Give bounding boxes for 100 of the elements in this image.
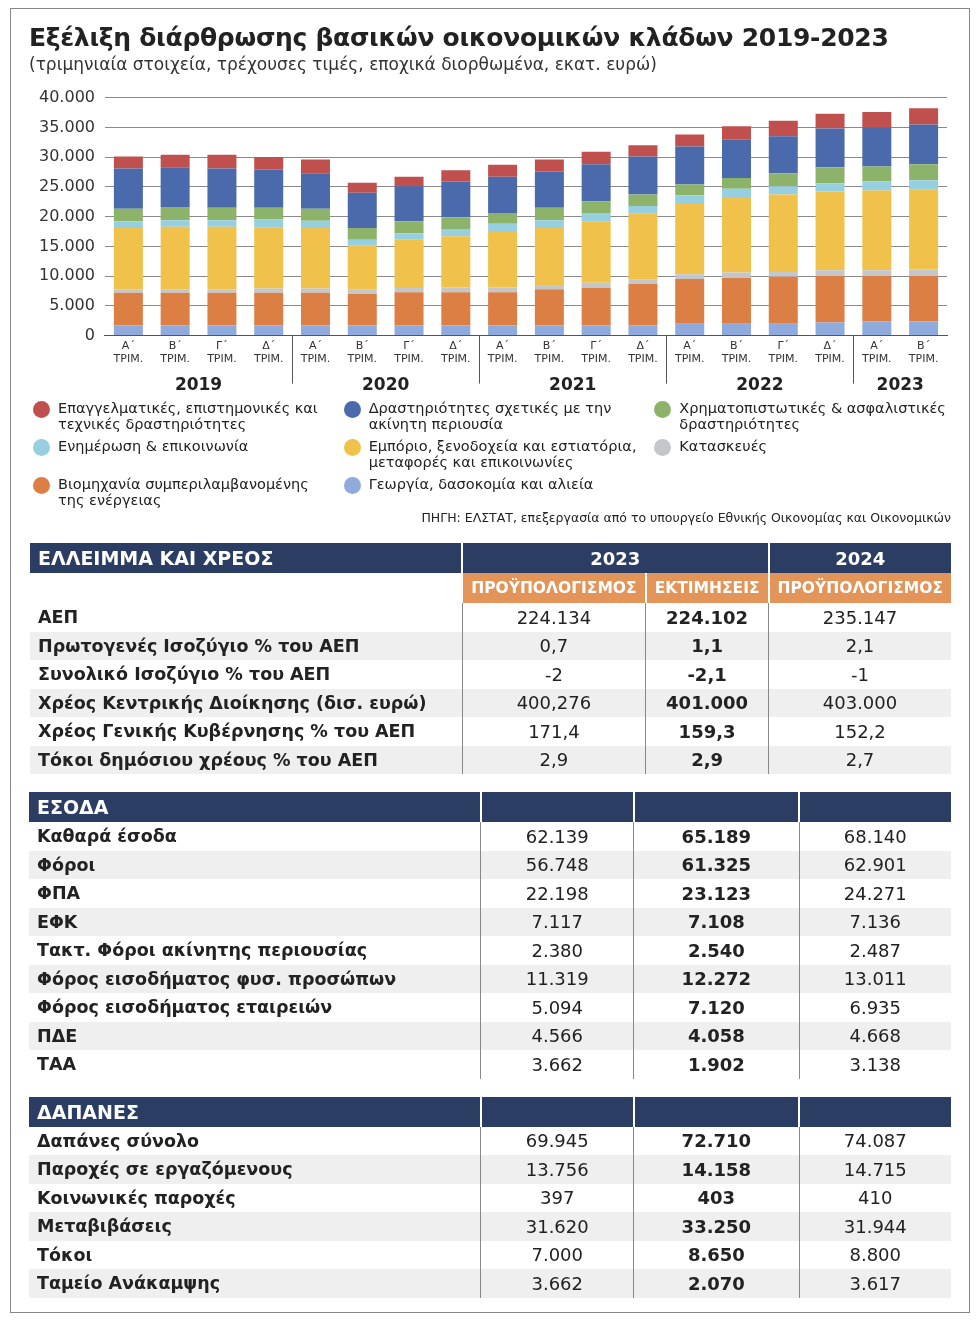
data-label: 397 [480, 1183, 634, 1212]
data-label: 3.662 [480, 1050, 634, 1079]
text: ΠΡΟΫΠΟΛΟΓΙΣΜΟΣ [768, 573, 951, 603]
data-label: 13.011 [799, 964, 951, 993]
data-label: 72.710 [633, 1126, 800, 1155]
bar [581, 325, 611, 336]
data-label: 1,1 [645, 631, 769, 660]
bar [534, 227, 564, 286]
bar [722, 277, 751, 324]
data-label: 159,3 [645, 717, 769, 746]
bar [254, 292, 284, 326]
bar [628, 194, 658, 206]
bar [862, 181, 892, 191]
bar [488, 176, 518, 214]
bar [394, 176, 424, 187]
bar [207, 168, 237, 208]
data-label: 8.650 [633, 1240, 800, 1269]
bar [675, 279, 705, 324]
data-label: 12.272 [633, 964, 800, 993]
bar [488, 325, 518, 336]
bar [581, 164, 611, 202]
bar [768, 194, 798, 272]
data-label: 13.756 [480, 1155, 634, 1184]
y-tick-label: 15.000 [39, 235, 95, 255]
bar [628, 156, 658, 195]
bar [862, 321, 892, 336]
bar [394, 221, 424, 234]
bar [534, 207, 564, 221]
bar [581, 282, 611, 288]
bar [300, 288, 330, 293]
bar [862, 166, 892, 182]
category-label: Πρωτογενές Ισοζύγιο % του ΑΕΠ [30, 631, 463, 660]
bar [394, 239, 424, 288]
bar [862, 190, 892, 271]
category-label: ΤΑΑ [36, 1053, 78, 1077]
data-label: 2,1 [768, 631, 951, 660]
data-label: 152,2 [768, 717, 951, 746]
bar [160, 167, 190, 208]
data-label: 7.108 [633, 907, 800, 936]
data-label: 235.147 [768, 603, 951, 632]
bar [488, 287, 518, 293]
bar [254, 219, 284, 228]
x-tick-label: Α΄ ΤΡΙΜ. [486, 339, 518, 366]
data-label: -2,1 [645, 660, 769, 689]
data-label: 401.000 [645, 688, 769, 717]
category-label: Μεταβιβάσεις [29, 1212, 481, 1241]
data-label: 2,7 [768, 745, 951, 774]
data-label: 2.380 [480, 936, 634, 965]
bar [347, 182, 377, 193]
bar [768, 173, 798, 187]
bar [909, 164, 939, 181]
text: 2019 [174, 374, 223, 394]
bar [207, 154, 237, 169]
bar [815, 276, 845, 323]
bar [722, 126, 751, 140]
data-label: 171,4 [462, 717, 646, 746]
bar [581, 213, 611, 222]
data-label: 410 [799, 1183, 951, 1212]
legend-label: Δραστηριότητες σχετικές με την ακίνητη περιουσία [368, 400, 613, 432]
x-tick-label: Γ΄ ΤΡΙΜ. [767, 339, 799, 366]
category-label: Φόροι [29, 850, 481, 879]
bar [815, 128, 845, 168]
y-tick-label: 20.000 [39, 205, 95, 225]
bar [909, 276, 939, 322]
text: 2020 [361, 374, 410, 394]
category-label: Φόρος εισοδήματος εταιρειών [36, 996, 334, 1020]
bar [441, 292, 471, 326]
bar [909, 180, 939, 190]
bar [488, 213, 518, 224]
data-label: 65.189 [633, 822, 800, 851]
data-label: 24.271 [799, 879, 951, 908]
data-label: -1 [768, 660, 951, 689]
bar [113, 292, 143, 326]
bar [441, 236, 471, 288]
bar [628, 145, 658, 157]
bar [254, 227, 284, 289]
text: ΕΚΤΙΜΗΣΕΙΣ [645, 573, 769, 603]
bar [160, 207, 190, 221]
category-label: Τόκοι δημόσιου χρέους % του ΑΕΠ [30, 745, 463, 774]
bar [768, 120, 798, 137]
bar [160, 325, 190, 336]
x-tick-label: Α΄ ΤΡΙΜ. [861, 339, 892, 366]
data-label: 4.566 [480, 1021, 634, 1050]
bar [862, 270, 892, 277]
data-label: 74.087 [799, 1126, 951, 1155]
data-label: 2,9 [645, 745, 769, 774]
y-tick-label: 0 [84, 324, 95, 344]
data-label: 62.139 [480, 822, 634, 851]
chart-subtitle: (τριμηνιαία στοιχεία, τρέχουσες τιμές, εποχικά διορθωμένα, εκατ. ευρώ) [29, 54, 658, 74]
bar [254, 325, 284, 336]
category-label: Τακτ. Φόροι ακίνητης περιουσίας [36, 939, 369, 963]
x-tick-label: Α΄ ΤΡΙΜ. [673, 339, 705, 366]
bar [862, 111, 892, 128]
bar [815, 270, 845, 277]
bar [675, 134, 705, 147]
text: ΔΑΠΑΝΕΣ [29, 1096, 481, 1127]
data-label: 7.120 [633, 993, 800, 1022]
bar [488, 164, 518, 177]
bar [534, 325, 564, 336]
bar [815, 183, 845, 192]
